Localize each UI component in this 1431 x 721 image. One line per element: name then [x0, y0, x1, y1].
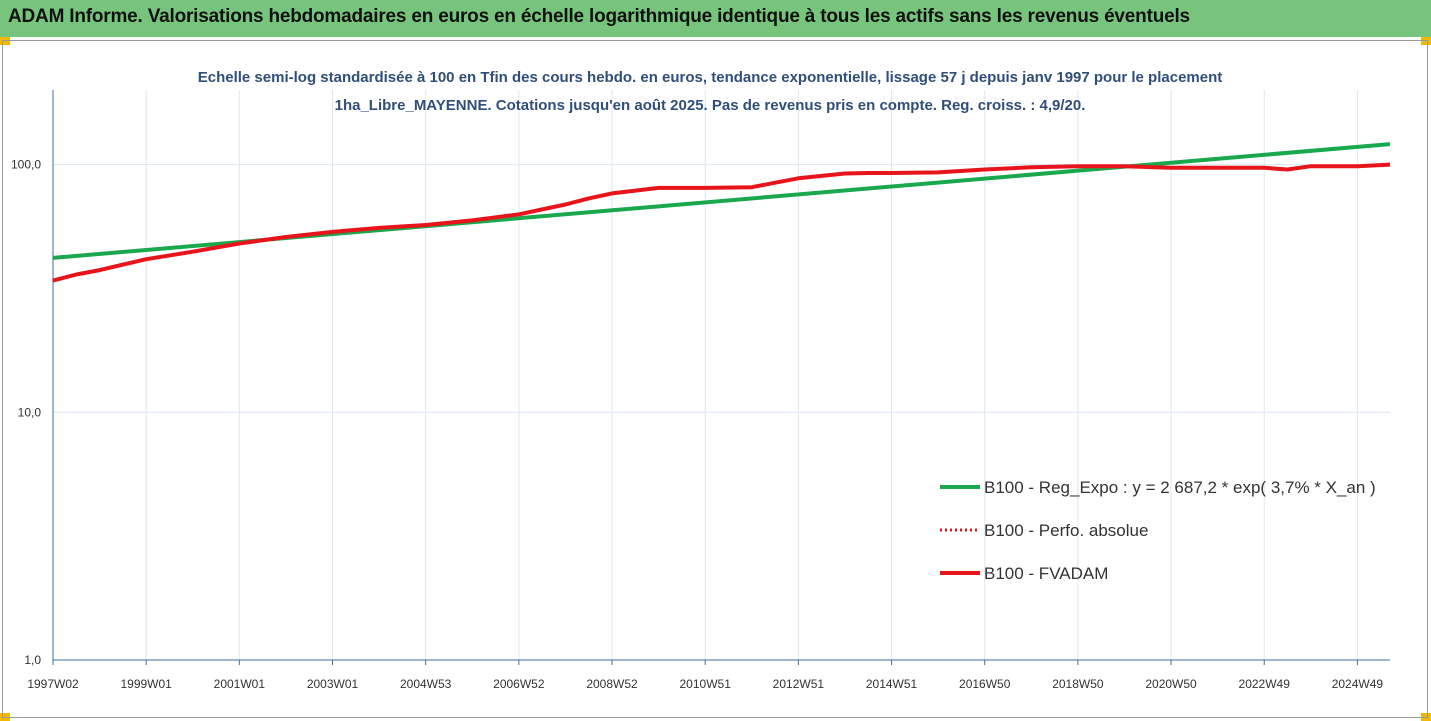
x-tick-label: 1997W02 [27, 677, 79, 691]
chart-title: Echelle semi-log standardisée à 100 en T… [197, 69, 1223, 114]
header-banner: ADAM Informe. Valorisations hebdomadaire… [0, 0, 1431, 37]
corner-marker-right [1421, 37, 1431, 45]
x-tick-label: 2018W50 [1052, 677, 1104, 691]
x-tick-label: 2016W50 [959, 677, 1011, 691]
legend-label: B100 - Perfo. absolue [984, 521, 1148, 540]
y-tick-label: 100,0 [11, 158, 41, 172]
x-tick-label: 2010W51 [680, 677, 732, 691]
y-tick-label: 1,0 [24, 653, 41, 667]
series-line-perfo-absolue [52, 163, 1391, 283]
x-tick-label: 2006W52 [493, 677, 545, 691]
y-tick-label: 10,0 [18, 405, 42, 419]
series-line-fvadam [52, 162, 1391, 283]
corner-marker-left [0, 37, 10, 45]
page-title: ADAM Informe. Valorisations hebdomadaire… [8, 6, 1190, 27]
x-tick-label: 2003W01 [307, 677, 359, 691]
x-tick-label: 2012W51 [773, 677, 825, 691]
x-tick-label: 2024W49 [1332, 677, 1384, 691]
legend-label: B100 - Reg_Expo : y = 2 687,2 * exp( 3,7… [984, 478, 1376, 497]
x-tick-label: 2014W51 [866, 677, 918, 691]
x-tick-label: 2008W52 [586, 677, 638, 691]
chart-frame [2, 40, 1428, 718]
x-tick-label: 2020W50 [1145, 677, 1197, 691]
x-tick-label: 2001W01 [214, 677, 266, 691]
x-tick-label: 2022W49 [1239, 677, 1291, 691]
x-tick-label: 1999W01 [120, 677, 172, 691]
legend-label: B100 - FVADAM [984, 564, 1108, 583]
x-tick-label: 2004W53 [400, 677, 452, 691]
